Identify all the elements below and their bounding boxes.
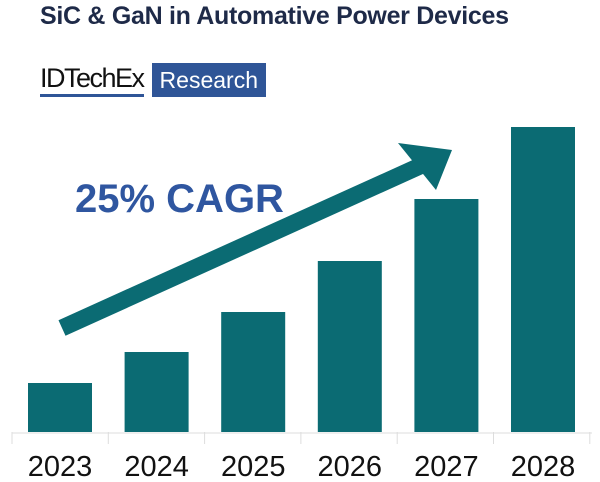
x-tick-label: 2023 — [28, 451, 93, 482]
arrow-shaft — [58, 158, 424, 336]
x-tick-label: 2025 — [221, 451, 286, 482]
x-tick-label: 2024 — [124, 451, 189, 482]
arrow-head — [398, 143, 452, 190]
x-tick-label: 2028 — [511, 451, 576, 482]
logo-name: IDTechEx — [40, 64, 145, 97]
chart-title: SiC & GaN in Automative Power Devices — [40, 2, 509, 30]
idtechex-logo: IDTechEx Research — [40, 63, 266, 97]
logo-badge: Research — [151, 63, 266, 97]
cagr-annotation: 25% CAGR — [75, 177, 284, 221]
growth-arrow — [58, 143, 452, 336]
x-tick-label: 2027 — [414, 451, 479, 482]
bar-2025 — [221, 312, 286, 432]
bar-2024 — [124, 352, 189, 432]
bar-2023 — [28, 383, 92, 432]
bar-2028 — [511, 127, 575, 432]
bar-2027 — [414, 199, 479, 432]
bar-2026 — [317, 261, 382, 432]
x-tick-label: 2026 — [318, 451, 383, 482]
